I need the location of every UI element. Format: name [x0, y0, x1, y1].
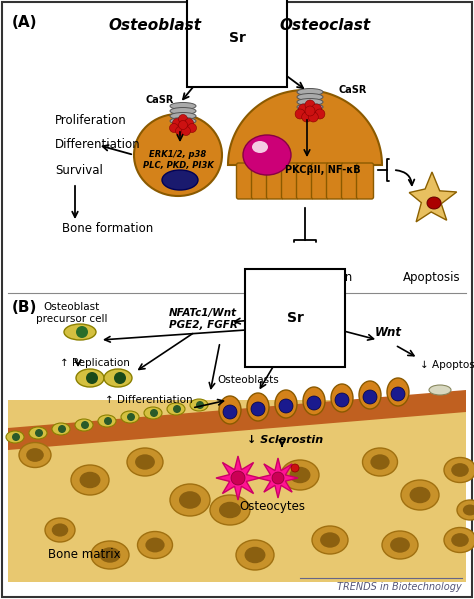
Ellipse shape: [359, 381, 381, 409]
Circle shape: [173, 119, 182, 128]
Circle shape: [251, 402, 265, 416]
Ellipse shape: [52, 423, 70, 435]
Ellipse shape: [219, 502, 241, 518]
Circle shape: [295, 109, 305, 119]
Ellipse shape: [6, 431, 24, 443]
Ellipse shape: [390, 537, 410, 553]
Ellipse shape: [144, 407, 162, 419]
Text: Survival: Survival: [55, 164, 103, 177]
Ellipse shape: [297, 89, 323, 95]
Ellipse shape: [135, 454, 155, 470]
Ellipse shape: [245, 547, 265, 563]
Ellipse shape: [146, 537, 164, 552]
Ellipse shape: [45, 518, 75, 542]
Text: Osteoblast: Osteoblast: [109, 18, 201, 33]
Ellipse shape: [170, 113, 196, 119]
Circle shape: [184, 119, 193, 128]
Ellipse shape: [76, 369, 104, 387]
Ellipse shape: [190, 399, 208, 411]
Ellipse shape: [137, 531, 173, 558]
FancyBboxPatch shape: [356, 163, 374, 199]
Ellipse shape: [297, 104, 323, 110]
Ellipse shape: [247, 393, 269, 421]
Ellipse shape: [290, 467, 310, 483]
FancyBboxPatch shape: [8, 400, 466, 582]
Ellipse shape: [410, 487, 430, 503]
Circle shape: [272, 472, 284, 484]
Text: Bone matrix: Bone matrix: [48, 548, 120, 561]
Text: TRENDS in Biotechnology: TRENDS in Biotechnology: [337, 582, 462, 592]
Ellipse shape: [444, 458, 474, 483]
Circle shape: [335, 393, 349, 407]
FancyBboxPatch shape: [252, 163, 268, 199]
Polygon shape: [409, 172, 457, 222]
Circle shape: [305, 106, 315, 116]
Circle shape: [35, 429, 43, 437]
Ellipse shape: [444, 528, 474, 552]
Ellipse shape: [98, 415, 116, 427]
FancyBboxPatch shape: [297, 163, 313, 199]
Ellipse shape: [427, 197, 441, 209]
Circle shape: [76, 326, 88, 338]
Ellipse shape: [170, 117, 196, 125]
Text: Proliferation: Proliferation: [55, 113, 127, 126]
Ellipse shape: [297, 93, 323, 101]
Ellipse shape: [463, 504, 474, 516]
Ellipse shape: [100, 547, 120, 562]
Polygon shape: [258, 458, 298, 498]
FancyBboxPatch shape: [282, 163, 299, 199]
Ellipse shape: [457, 500, 474, 520]
Ellipse shape: [121, 411, 139, 423]
Ellipse shape: [252, 141, 268, 153]
Ellipse shape: [26, 448, 44, 462]
Circle shape: [12, 433, 20, 441]
Ellipse shape: [179, 491, 201, 509]
Circle shape: [104, 417, 112, 425]
Ellipse shape: [91, 541, 129, 569]
Circle shape: [182, 126, 191, 135]
Text: NFATc1/Wnt
PGE2, FGFR: NFATc1/Wnt PGE2, FGFR: [169, 308, 237, 329]
Ellipse shape: [320, 533, 340, 547]
Circle shape: [299, 104, 309, 114]
Circle shape: [391, 387, 405, 401]
Circle shape: [127, 413, 135, 421]
Ellipse shape: [170, 484, 210, 516]
Polygon shape: [8, 390, 466, 450]
Text: PKCβII, NF-κB: PKCβII, NF-κB: [285, 165, 361, 175]
Ellipse shape: [75, 419, 93, 431]
Circle shape: [196, 401, 204, 409]
Circle shape: [170, 123, 179, 132]
Circle shape: [86, 372, 98, 384]
Circle shape: [81, 421, 89, 429]
Ellipse shape: [104, 369, 132, 387]
Circle shape: [301, 112, 312, 122]
Ellipse shape: [52, 524, 68, 537]
Text: Osteoblasts: Osteoblasts: [217, 375, 279, 385]
Circle shape: [173, 405, 181, 413]
Ellipse shape: [210, 495, 250, 525]
Ellipse shape: [303, 387, 325, 415]
Ellipse shape: [236, 540, 274, 570]
Ellipse shape: [382, 531, 418, 559]
Ellipse shape: [167, 403, 185, 415]
Circle shape: [231, 471, 245, 485]
Circle shape: [175, 126, 184, 135]
Ellipse shape: [275, 390, 297, 418]
Circle shape: [223, 405, 237, 419]
Text: Osteocytes: Osteocytes: [239, 500, 305, 513]
Ellipse shape: [370, 454, 390, 470]
Text: Sr: Sr: [287, 311, 303, 325]
Text: Sr: Sr: [228, 31, 246, 45]
Text: CaSR: CaSR: [146, 95, 174, 105]
Ellipse shape: [401, 480, 439, 510]
FancyBboxPatch shape: [266, 163, 283, 199]
FancyBboxPatch shape: [341, 163, 358, 199]
Text: ↑ Replication: ↑ Replication: [60, 358, 130, 368]
Circle shape: [308, 112, 319, 122]
Ellipse shape: [19, 443, 51, 467]
Text: Osteoclast: Osteoclast: [280, 18, 371, 33]
Text: CaSR: CaSR: [339, 85, 367, 95]
Circle shape: [179, 114, 188, 123]
Circle shape: [307, 396, 321, 410]
